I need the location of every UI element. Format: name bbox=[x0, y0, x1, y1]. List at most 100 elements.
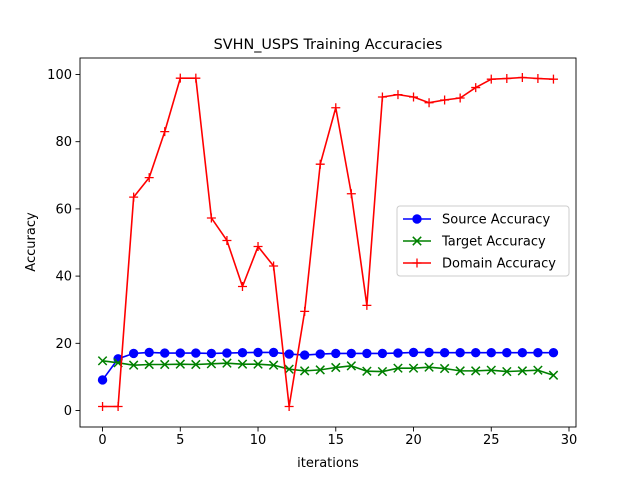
legend-marker-0 bbox=[412, 214, 422, 224]
data-point bbox=[191, 73, 201, 83]
data-point bbox=[533, 365, 543, 375]
data-point bbox=[471, 83, 481, 93]
data-point bbox=[253, 242, 263, 252]
legend-marker-2 bbox=[412, 258, 422, 268]
data-point bbox=[548, 348, 559, 358]
data-point bbox=[144, 347, 154, 358]
x-tick-label: 25 bbox=[483, 433, 500, 448]
data-point bbox=[222, 348, 232, 358]
data-point bbox=[315, 349, 325, 359]
data-point bbox=[97, 356, 108, 366]
data-point bbox=[362, 348, 372, 359]
data-point bbox=[175, 359, 186, 369]
data-point bbox=[191, 359, 201, 370]
data-point bbox=[175, 73, 185, 83]
data-point bbox=[455, 348, 465, 358]
data-point bbox=[408, 363, 419, 373]
data-point bbox=[377, 92, 387, 102]
data-point bbox=[346, 189, 356, 199]
data-point bbox=[486, 365, 496, 375]
data-point bbox=[502, 348, 512, 358]
data-point bbox=[424, 347, 434, 358]
data-point bbox=[160, 348, 170, 358]
y-tick-label: 20 bbox=[55, 337, 72, 352]
data-point bbox=[486, 348, 496, 358]
legend-marker-1 bbox=[412, 236, 422, 246]
series-line-1 bbox=[102, 360, 554, 377]
y-tick-label: 0 bbox=[64, 404, 72, 419]
legend-label-0: Source Accuracy bbox=[442, 213, 550, 228]
data-point bbox=[206, 213, 216, 223]
data-point bbox=[268, 347, 279, 358]
data-point bbox=[284, 349, 294, 359]
data-point bbox=[237, 282, 247, 292]
y-tick-label: 80 bbox=[55, 135, 72, 150]
data-point bbox=[253, 347, 263, 358]
x-tick-label: 30 bbox=[561, 433, 578, 448]
data-point bbox=[331, 362, 341, 373]
data-point bbox=[393, 90, 403, 100]
data-point bbox=[548, 370, 559, 380]
data-point bbox=[377, 348, 388, 359]
x-axis-label: iterations bbox=[297, 456, 359, 471]
data-point bbox=[113, 402, 123, 411]
plot-area: 0 5 10 15 20 25 30 0 20 40 60 80 100 bbox=[47, 57, 578, 448]
data-point bbox=[331, 348, 341, 359]
data-point bbox=[331, 103, 341, 113]
data-point bbox=[455, 366, 465, 376]
chart-title: SVHN_USPS Training Accuracies bbox=[214, 37, 443, 53]
data-point bbox=[393, 363, 403, 373]
legend-label-1: Target Accuracy bbox=[441, 235, 546, 250]
data-point bbox=[377, 366, 388, 377]
data-point bbox=[144, 173, 154, 183]
data-point bbox=[517, 366, 528, 376]
data-point bbox=[253, 359, 263, 369]
x-tick-label: 5 bbox=[176, 433, 184, 448]
data-point bbox=[486, 74, 496, 84]
data-point bbox=[502, 74, 512, 83]
x-tick-label: 0 bbox=[98, 433, 106, 448]
data-point bbox=[299, 350, 310, 360]
y-tick-label: 40 bbox=[55, 270, 72, 285]
legend: Source Accuracy Target Accuracy Domain Acc… bbox=[396, 205, 570, 277]
data-point bbox=[424, 98, 434, 108]
data-point bbox=[346, 361, 357, 371]
y-tick-label: 60 bbox=[55, 202, 72, 217]
data-point bbox=[284, 364, 294, 374]
data-point bbox=[362, 366, 372, 376]
data-point bbox=[237, 359, 248, 369]
data-point bbox=[97, 375, 108, 385]
data-point bbox=[175, 348, 185, 358]
data-point bbox=[439, 363, 450, 374]
data-point bbox=[517, 348, 528, 358]
data-point bbox=[440, 95, 450, 105]
data-point bbox=[346, 348, 357, 359]
data-point bbox=[315, 159, 325, 169]
y-axis-label: Accuracy bbox=[24, 212, 39, 272]
x-tick-label: 15 bbox=[328, 433, 345, 448]
data-point bbox=[128, 348, 139, 359]
data-point bbox=[269, 261, 279, 271]
data-point bbox=[268, 360, 279, 370]
data-point bbox=[409, 92, 419, 102]
data-point bbox=[160, 359, 170, 370]
data-point bbox=[439, 348, 450, 358]
data-point bbox=[222, 358, 232, 368]
data-point bbox=[470, 366, 481, 376]
series-line-2 bbox=[102, 76, 554, 408]
data-point bbox=[191, 348, 201, 358]
data-point bbox=[408, 347, 419, 358]
data-point bbox=[471, 348, 481, 358]
data-point bbox=[533, 74, 543, 83]
x-tick-label: 10 bbox=[250, 433, 267, 448]
data-point bbox=[98, 402, 108, 411]
data-point bbox=[424, 362, 434, 372]
data-point bbox=[548, 74, 558, 84]
data-point bbox=[206, 348, 217, 359]
data-point bbox=[144, 359, 154, 370]
data-point bbox=[206, 359, 217, 369]
data-point bbox=[128, 360, 139, 370]
data-point bbox=[502, 366, 512, 377]
legend-label-2: Domain Accuracy bbox=[442, 257, 556, 272]
data-point bbox=[315, 365, 325, 375]
